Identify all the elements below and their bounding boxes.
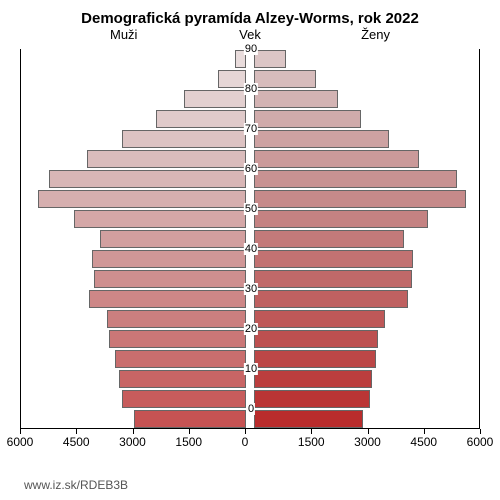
men-bar [87,150,246,168]
women-bar [254,90,338,108]
women-bar [254,410,363,428]
men-bar [74,210,247,228]
pyramid-chart: Demografická pyramída Alzey-Worms, rok 2… [0,0,500,500]
y-tick-label: 60 [244,163,258,175]
x-tick [480,429,481,434]
women-bar [254,190,466,208]
men-bar [49,170,246,188]
men-bar [109,330,246,348]
x-axis: 600045003000150001500300045006000 [20,429,480,453]
x-tick-label: 6000 [7,435,34,449]
x-tick [311,429,312,434]
men-bar [92,250,246,268]
y-tick-label: 20 [244,323,258,335]
women-bar [254,250,413,268]
men-bar [134,410,247,428]
women-header: Ženy [361,27,390,42]
x-tick-label: 4500 [410,435,437,449]
women-bar [254,130,389,148]
y-tick-label: 80 [244,83,258,95]
x-tick [20,429,21,434]
women-bar [254,110,361,128]
plot-area: 0102030405060708090 [20,49,480,429]
women-bar [254,350,376,368]
men-bar [115,350,246,368]
y-tick-label: 90 [244,43,258,55]
women-bar [254,170,457,188]
men-header: Muži [110,27,137,42]
x-tick-label: 6000 [467,435,494,449]
men-bar [184,90,246,108]
y-tick-label: 50 [244,203,258,215]
y-tick-label: 10 [244,363,258,375]
x-tick [189,429,190,434]
x-tick-label: 1500 [175,435,202,449]
women-bar [254,150,419,168]
women-bar [254,370,372,388]
women-bar [254,210,428,228]
men-bar [89,290,247,308]
women-bar [254,50,286,68]
men-bar [122,130,246,148]
y-tick-label: 70 [244,123,258,135]
age-header: Vek [239,27,261,42]
men-bar [156,110,246,128]
x-tick [368,429,369,434]
chart-title: Demografická pyramída Alzey-Worms, rok 2… [20,10,480,27]
men-bar [94,270,246,288]
women-bar [254,270,412,288]
women-bar [254,290,408,308]
credit-text: www.iz.sk/RDEB3B [24,478,128,492]
women-bar [254,390,370,408]
x-tick-label: 3000 [354,435,381,449]
men-bar [107,310,246,328]
x-tick [133,429,134,434]
women-bar [254,230,404,248]
y-tick-label: 0 [247,403,255,415]
men-bar [122,390,246,408]
women-bar [254,310,385,328]
men-bar [218,70,246,88]
x-tick [76,429,77,434]
x-tick [245,429,246,434]
women-bar [254,330,378,348]
x-tick-label: 4500 [63,435,90,449]
y-tick-label: 40 [244,243,258,255]
x-tick-label: 1500 [298,435,325,449]
x-tick-label: 3000 [119,435,146,449]
men-bar [119,370,247,388]
x-tick-label: 0 [242,435,249,449]
men-bar [100,230,246,248]
men-bar [38,190,246,208]
women-bar [254,70,316,88]
x-tick [424,429,425,434]
y-tick-label: 30 [244,283,258,295]
